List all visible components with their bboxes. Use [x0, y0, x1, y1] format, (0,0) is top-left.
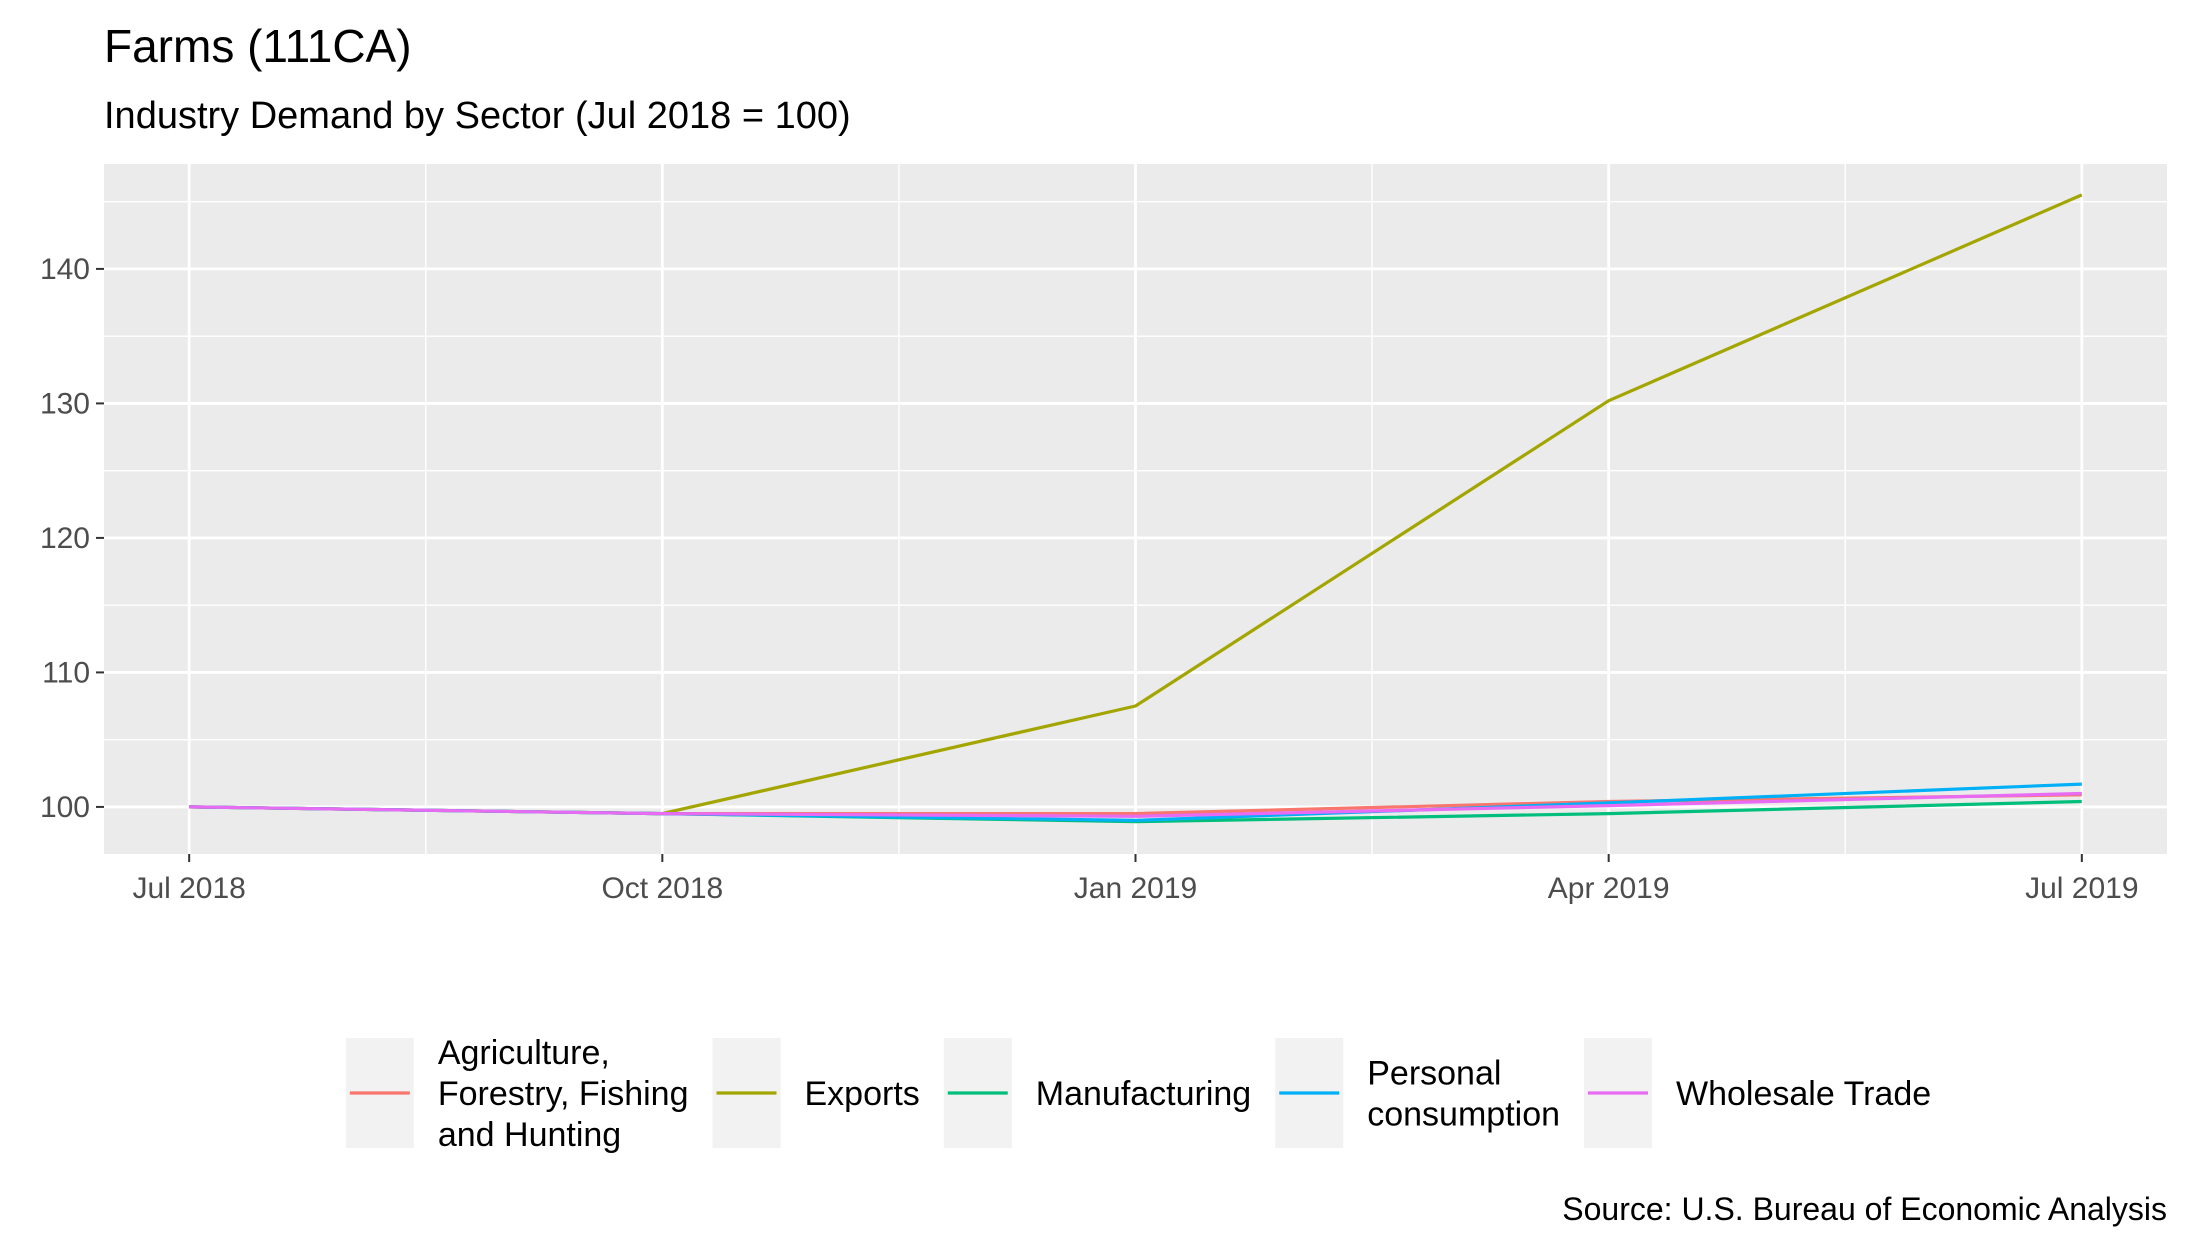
legend-label: Manufacturing	[1036, 1075, 1251, 1113]
legend-item-2: Manufacturing	[943, 1038, 1251, 1148]
y-tick-label: 140	[40, 253, 90, 286]
legend-label: Agriculture, Forestry, Fishing and Hunting	[438, 1034, 689, 1154]
x-tick-label: Jan 2019	[1074, 872, 1197, 905]
x-tick-label: Jul 2018	[132, 872, 245, 905]
x-axis: Jul 2018 Oct 2018 Jan 2019 Apr 2019 Jul 2019	[132, 854, 2139, 905]
x-tick-label: Apr 2019	[1548, 872, 1670, 905]
x-tick-label: Jul 2019	[2025, 872, 2138, 905]
legend: Agriculture, Forestry, Fishing and Hunting…	[345, 1034, 1931, 1154]
y-tick-label: 120	[40, 522, 90, 555]
chart-subtitle: Industry Demand by Sector (Jul 2018 = 10…	[104, 95, 851, 137]
y-tick-label: 130	[40, 387, 90, 420]
legend-item-0: Agriculture, Forestry, Fishing and Hunting	[345, 1034, 689, 1154]
chart-title: Farms (111CA)	[104, 20, 412, 72]
y-tick-label: 110	[42, 656, 90, 689]
legend-label: Exports	[805, 1075, 920, 1113]
chart-caption: Source: U.S. Bureau of Economic Analysis	[1562, 1191, 2167, 1227]
grid-major	[104, 164, 2167, 854]
legend-item-3: Personal consumption	[1275, 1038, 1560, 1148]
y-axis: 100 110 120 130 140	[40, 253, 104, 824]
legend-label: Personal consumption	[1367, 1055, 1560, 1134]
legend-item-4: Wholesale Trade	[1584, 1038, 1931, 1148]
legend-item-1: Exports	[712, 1038, 920, 1148]
series-line-4	[189, 791, 2082, 818]
legend-label: Wholesale Trade	[1676, 1075, 1931, 1113]
series-lines	[189, 193, 2083, 824]
x-tick-label: Oct 2018	[601, 872, 723, 905]
y-tick-label: 100	[40, 791, 90, 824]
